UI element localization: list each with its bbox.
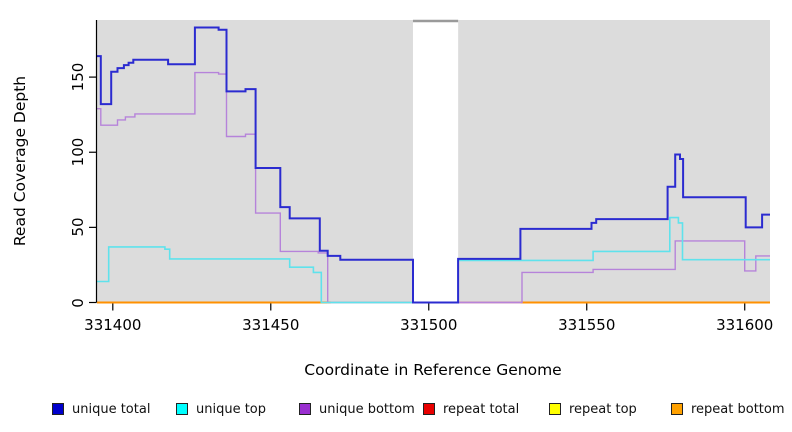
legend-item-unique-top: unique top (176, 400, 266, 418)
masked-region (412, 20, 459, 303)
legend-swatch-repeat-bottom-icon (671, 403, 683, 415)
legend-label: repeat top (569, 401, 637, 417)
y-tick-label: 0 (69, 297, 87, 308)
legend-swatch-repeat-top-icon (549, 403, 561, 415)
y-tick-label: 150 (69, 62, 87, 92)
legend-item-unique-total: unique total (52, 400, 150, 418)
legend: unique total unique top unique bottom re… (0, 400, 792, 420)
legend-label: unique bottom (319, 401, 415, 417)
x-tick-label: 331400 (84, 316, 142, 334)
y-axis-title: Read Coverage Depth (11, 75, 29, 247)
legend-swatch-unique-total-icon (52, 403, 64, 415)
legend-item-repeat-top: repeat top (549, 400, 637, 418)
legend-item-unique-bottom: unique bottom (299, 400, 415, 418)
series-line-unique-total (97, 26, 770, 304)
x-tick-label: 331500 (400, 316, 458, 334)
legend-swatch-unique-bottom-icon (299, 403, 311, 415)
x-axis-title: Coordinate in Reference Genome (304, 361, 562, 379)
legend-item-repeat-bottom: repeat bottom (671, 400, 785, 418)
legend-swatch-unique-top-icon (176, 403, 188, 415)
legend-swatch-repeat-total-icon (423, 403, 435, 415)
legend-item-repeat-total: repeat total (423, 400, 519, 418)
legend-label: unique total (72, 401, 151, 417)
x-tick-label: 331600 (716, 316, 774, 334)
series-line-unique-top (97, 216, 770, 304)
x-tick-label: 331550 (558, 316, 616, 334)
legend-label: repeat total (443, 401, 520, 417)
legend-label: unique top (196, 401, 267, 417)
y-tick-label: 100 (69, 137, 87, 167)
y-tick-label: 50 (69, 217, 87, 237)
legend-label: repeat bottom (691, 401, 785, 417)
series-line-unique-bottom (97, 71, 770, 304)
x-tick-label: 331450 (242, 316, 300, 334)
